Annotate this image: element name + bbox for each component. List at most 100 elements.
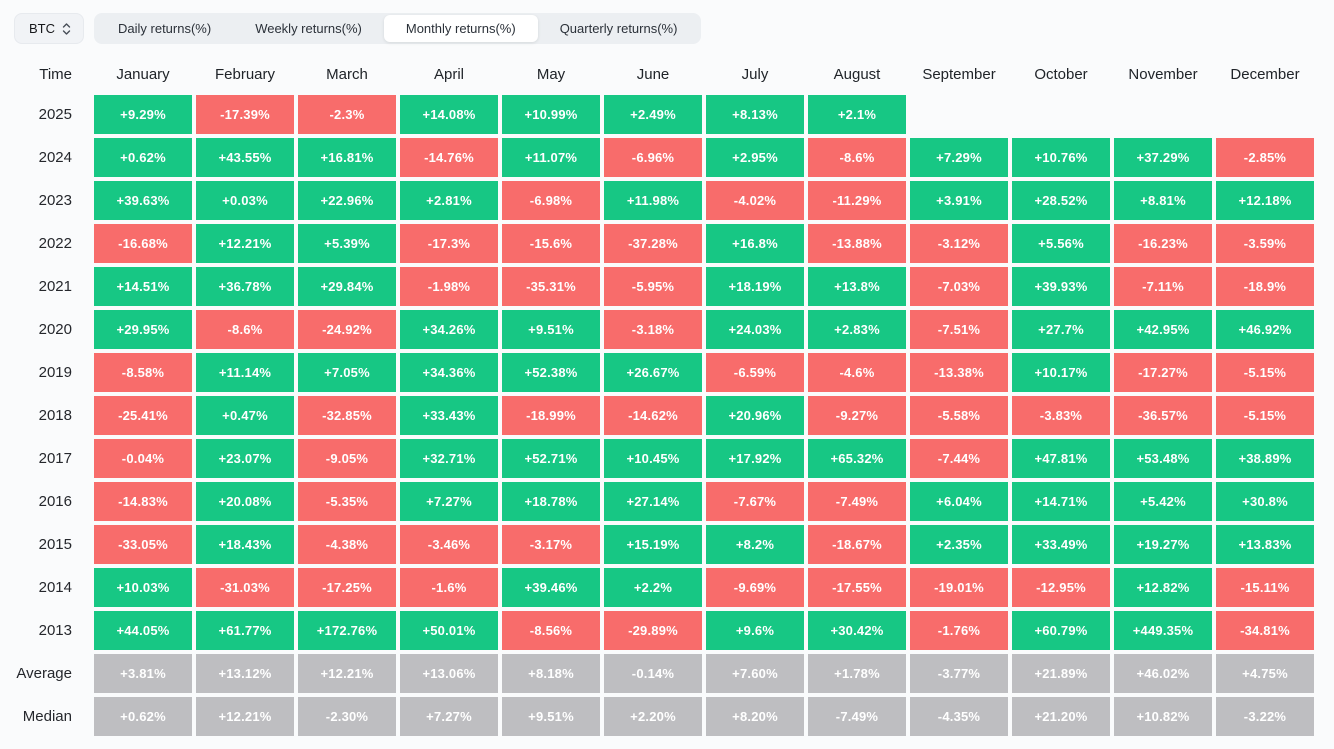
return-cell: +29.95% (94, 310, 192, 349)
return-cell: -7.44% (910, 439, 1008, 478)
month-header: August (833, 65, 881, 83)
return-cell: -3.17% (502, 525, 600, 564)
row-label-2023: 2023 (38, 192, 72, 209)
row-label-2020: 2020 (38, 321, 72, 338)
return-cell: +12.21% (196, 697, 294, 736)
return-cell: +12.21% (196, 224, 294, 263)
return-cell: +6.04% (910, 482, 1008, 521)
month-header: April (433, 65, 464, 83)
return-cell: -19.01% (910, 568, 1008, 607)
return-cell: -0.14% (604, 654, 702, 693)
tab-quarterly[interactable]: Quarterly returns(%) (538, 15, 700, 42)
return-cell: -13.88% (808, 224, 906, 263)
return-cell: +2.83% (808, 310, 906, 349)
return-cell: -35.31% (502, 267, 600, 306)
return-cell (1216, 95, 1314, 134)
return-cell: +11.07% (502, 138, 600, 177)
return-cell: +42.95% (1114, 310, 1212, 349)
return-cell: +8.18% (502, 654, 600, 693)
return-cell: +0.03% (196, 181, 294, 220)
return-cell: -6.96% (604, 138, 702, 177)
return-cell: -7.11% (1114, 267, 1212, 306)
tab-weekly[interactable]: Weekly returns(%) (233, 15, 384, 42)
tab-monthly[interactable]: Monthly returns(%) (383, 15, 538, 42)
return-cell: -7.03% (910, 267, 1008, 306)
return-cell: -17.25% (298, 568, 396, 607)
return-cell: -5.15% (1216, 353, 1314, 392)
return-cell: +24.03% (706, 310, 804, 349)
return-cell: +37.29% (1114, 138, 1212, 177)
coin-selector[interactable]: BTC (14, 13, 84, 44)
return-cell: -7.67% (706, 482, 804, 521)
return-cell: +29.84% (298, 267, 396, 306)
row-label-2018: 2018 (38, 407, 72, 424)
return-cell: -5.95% (604, 267, 702, 306)
return-cell: -15.11% (1216, 568, 1314, 607)
return-cell: +12.82% (1114, 568, 1212, 607)
return-cell: -14.76% (400, 138, 498, 177)
return-cell: +32.71% (400, 439, 498, 478)
returns-table: Time January February March April May June Jul… (0, 57, 1314, 736)
row-label-2017: 2017 (38, 450, 72, 467)
return-cell: +9.6% (706, 611, 804, 650)
return-cell: +13.83% (1216, 525, 1314, 564)
updown-chevron-icon (62, 22, 71, 36)
return-cell: -15.6% (502, 224, 600, 263)
return-cell: +14.51% (94, 267, 192, 306)
tab-daily[interactable]: Daily returns(%) (96, 15, 233, 42)
return-cell: -17.39% (196, 95, 294, 134)
return-cell: +18.78% (502, 482, 600, 521)
return-cell: -37.28% (604, 224, 702, 263)
return-cell: +1.78% (808, 654, 906, 693)
return-cell: +22.96% (298, 181, 396, 220)
return-cell: -9.05% (298, 439, 396, 478)
return-cell: -5.15% (1216, 396, 1314, 435)
month-header: September (922, 65, 996, 83)
return-cell: -18.67% (808, 525, 906, 564)
return-cell: +172.76% (298, 611, 396, 650)
return-cell: -25.41% (94, 396, 192, 435)
return-cell: +0.62% (94, 138, 192, 177)
return-cell: -7.49% (808, 482, 906, 521)
return-cell: -0.04% (94, 439, 192, 478)
return-cell: +46.02% (1114, 654, 1212, 693)
return-cell: -5.35% (298, 482, 396, 521)
return-cell: -17.55% (808, 568, 906, 607)
return-cell: +65.32% (808, 439, 906, 478)
month-header: February (214, 65, 276, 83)
return-cell: +9.51% (502, 697, 600, 736)
return-cell: -29.89% (604, 611, 702, 650)
month-header: June (636, 65, 670, 83)
return-cell: -3.46% (400, 525, 498, 564)
return-cell: +23.07% (196, 439, 294, 478)
return-cell: +26.67% (604, 353, 702, 392)
row-label-2019: 2019 (38, 364, 72, 381)
return-cell: -14.83% (94, 482, 192, 521)
return-cell: +8.13% (706, 95, 804, 134)
return-cell: +53.48% (1114, 439, 1212, 478)
return-cell: +7.29% (910, 138, 1008, 177)
return-cell: -13.38% (910, 353, 1008, 392)
return-cell: +28.52% (1012, 181, 1110, 220)
row-label-average: Average (16, 665, 72, 682)
return-cell: -24.92% (298, 310, 396, 349)
return-cell: -1.6% (400, 568, 498, 607)
return-cell: +52.38% (502, 353, 600, 392)
month-header: March (326, 65, 368, 83)
return-cell: -36.57% (1114, 396, 1212, 435)
row-label-2016: 2016 (38, 493, 72, 510)
return-cell: -3.18% (604, 310, 702, 349)
return-cell: -2.3% (298, 95, 396, 134)
return-cell: +7.27% (400, 697, 498, 736)
return-cell: +9.51% (502, 310, 600, 349)
return-cell: +33.43% (400, 396, 498, 435)
return-cell: -17.27% (1114, 353, 1212, 392)
return-cell: +27.14% (604, 482, 702, 521)
return-cell: +9.29% (94, 95, 192, 134)
return-cell: +5.42% (1114, 482, 1212, 521)
return-cell: -16.23% (1114, 224, 1212, 263)
row-label-2025: 2025 (38, 106, 72, 123)
return-cell: +10.99% (502, 95, 600, 134)
return-cell: +2.20% (604, 697, 702, 736)
return-cell: +0.47% (196, 396, 294, 435)
